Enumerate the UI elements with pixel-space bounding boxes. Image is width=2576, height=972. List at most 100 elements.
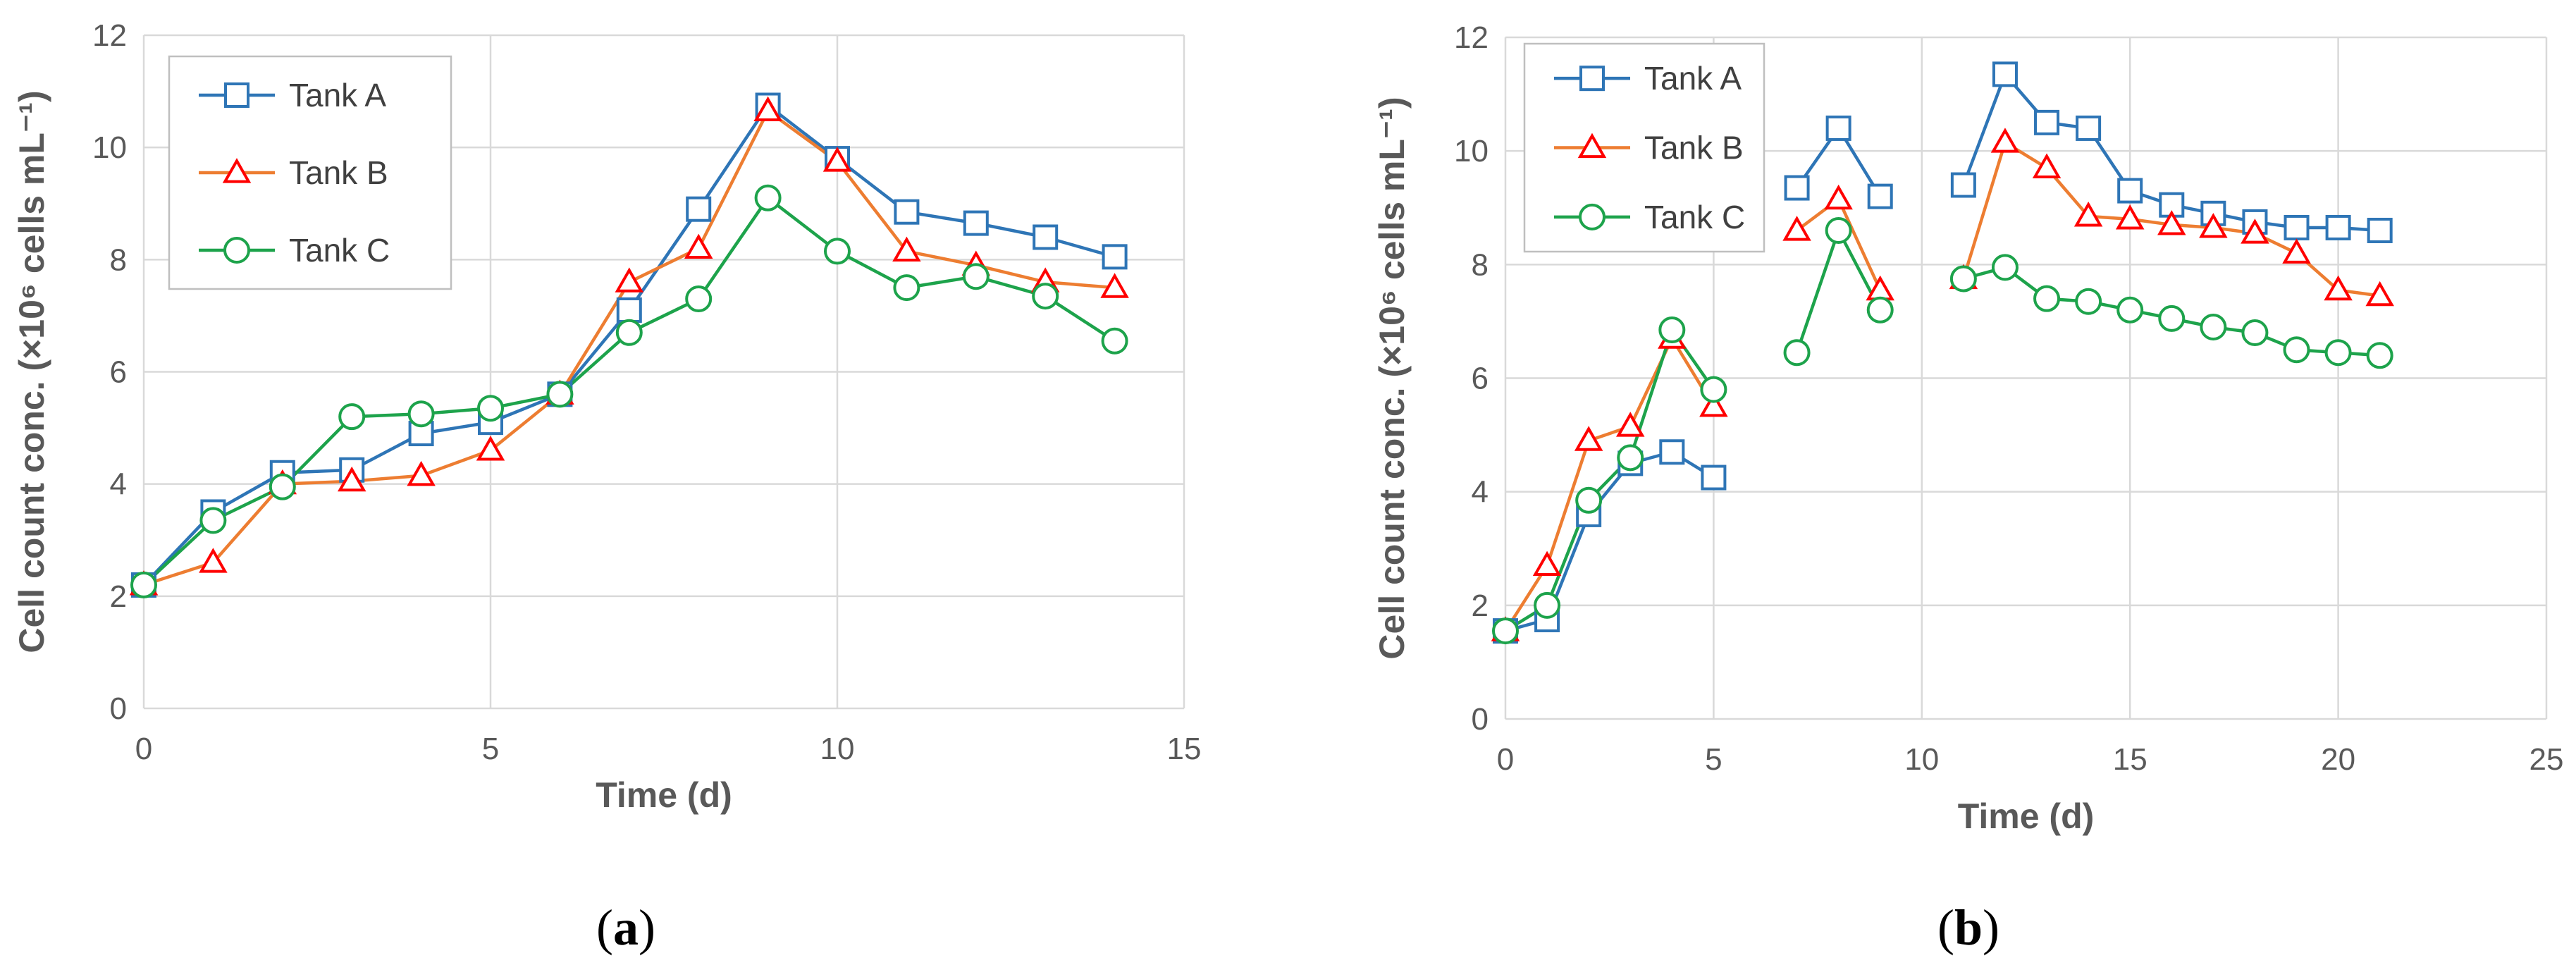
y-tick-label: 8 <box>110 242 127 277</box>
data-point <box>2117 178 2143 204</box>
series-line <box>1795 228 1882 353</box>
series-line <box>1504 336 1715 632</box>
data-point <box>1783 339 1811 367</box>
markers-tank-c <box>1492 216 2393 645</box>
data-point <box>1782 216 1811 241</box>
data-point <box>2158 304 2186 332</box>
legend-marker <box>223 237 250 264</box>
y-axis-label: Cell count conc. (×10⁶ cells mL⁻¹) <box>12 90 51 653</box>
x-tick-label: 20 <box>2321 742 2355 777</box>
data-point <box>199 548 228 573</box>
data-point <box>1534 591 1561 619</box>
data-point <box>1992 61 2018 87</box>
caption-b: (b) <box>1937 899 1999 956</box>
y-tick-label: 6 <box>1472 362 1489 396</box>
legend-marker <box>224 82 249 108</box>
x-tick-label: 0 <box>135 732 152 766</box>
data-point <box>2200 313 2227 340</box>
data-point <box>1866 296 1894 324</box>
y-tick-label: 2 <box>1472 589 1489 623</box>
x-tick-label: 10 <box>1904 742 1939 777</box>
data-point <box>893 274 920 302</box>
data-point <box>1492 617 1519 645</box>
data-point <box>1991 254 2019 281</box>
data-point <box>685 285 713 313</box>
data-point <box>2034 109 2060 135</box>
data-point <box>824 238 851 265</box>
data-point <box>199 507 227 534</box>
x-tick-label: 5 <box>1705 742 1722 777</box>
data-point <box>269 473 296 500</box>
data-point <box>1950 172 1976 198</box>
data-point <box>1990 128 2020 153</box>
data-point <box>1615 412 1645 437</box>
y-tick-label: 2 <box>110 579 127 614</box>
data-point <box>615 267 644 293</box>
data-point <box>962 263 990 290</box>
chart-panel-a: 0 2 4 6 8 10 12 0 5 10 15 Time (d) Cell count conc. … <box>12 18 1201 815</box>
markers-tank-c <box>130 184 1128 598</box>
y-tick-label: 10 <box>92 130 127 165</box>
data-point <box>1867 183 1893 209</box>
data-point <box>1659 439 1685 465</box>
chart-panel-b: 0 2 4 6 8 10 12 0 5 10 15 20 25 Time (d) Cell count co… <box>1372 20 2563 836</box>
x-tick-label: 5 <box>482 732 499 766</box>
data-point <box>1866 275 1894 301</box>
data-point <box>1658 316 1686 344</box>
data-point <box>2115 204 2145 230</box>
data-point <box>684 233 713 259</box>
data-point <box>2367 217 2393 243</box>
data-point <box>407 400 435 428</box>
data-point <box>753 96 782 122</box>
data-point <box>686 196 712 222</box>
y-axis-label: Cell count conc. (×10⁶ cells mL⁻¹) <box>1372 97 1412 659</box>
caption-a: (a) <box>596 899 655 956</box>
data-point <box>2284 214 2310 240</box>
data-point <box>2283 336 2310 364</box>
data-point <box>1617 444 1644 472</box>
legend-marker <box>1579 66 1605 92</box>
data-point <box>2324 339 2352 367</box>
data-point <box>2366 342 2393 369</box>
data-point <box>1532 550 1562 577</box>
data-point <box>892 236 921 262</box>
x-tick-label: 25 <box>2529 742 2564 777</box>
legend-label: Tank C <box>1644 199 1745 235</box>
x-tick-label: 15 <box>2113 742 2147 777</box>
x-axis-label: Time (d) <box>596 775 732 815</box>
data-point <box>546 381 574 408</box>
data-point <box>130 571 157 598</box>
data-point <box>1825 115 1851 141</box>
y-tick-label: 12 <box>92 18 127 53</box>
data-point <box>963 210 989 236</box>
series-line <box>1796 197 1882 291</box>
data-point <box>407 460 436 486</box>
data-point <box>477 395 504 422</box>
y-tick-label: 0 <box>110 691 127 726</box>
data-point <box>2365 281 2394 307</box>
data-point <box>1699 391 1728 417</box>
data-point <box>1949 265 1977 293</box>
y-tick-label: 0 <box>1472 702 1489 737</box>
data-point <box>2282 238 2311 264</box>
legend-label: Tank C <box>289 232 390 269</box>
y-tick-label: 8 <box>1472 247 1489 282</box>
y-tick-label: 10 <box>1454 134 1489 168</box>
data-point <box>2073 202 2103 227</box>
data-point <box>2241 319 2269 347</box>
legend: Tank A Tank B Tank C <box>168 55 452 290</box>
data-point <box>616 297 642 323</box>
x-axis-label: Time (d) <box>1958 796 2095 836</box>
x-tick-label: 0 <box>1497 742 1514 777</box>
data-point <box>822 147 852 172</box>
data-point <box>2157 210 2186 235</box>
data-point <box>1032 283 1059 310</box>
y-tick-label: 6 <box>110 355 127 390</box>
data-point <box>1824 184 1853 210</box>
data-point <box>1102 244 1128 270</box>
data-point <box>2116 296 2144 324</box>
legend-marker <box>1579 203 1606 230</box>
legend-label: Tank A <box>289 77 386 113</box>
data-point <box>476 436 505 461</box>
